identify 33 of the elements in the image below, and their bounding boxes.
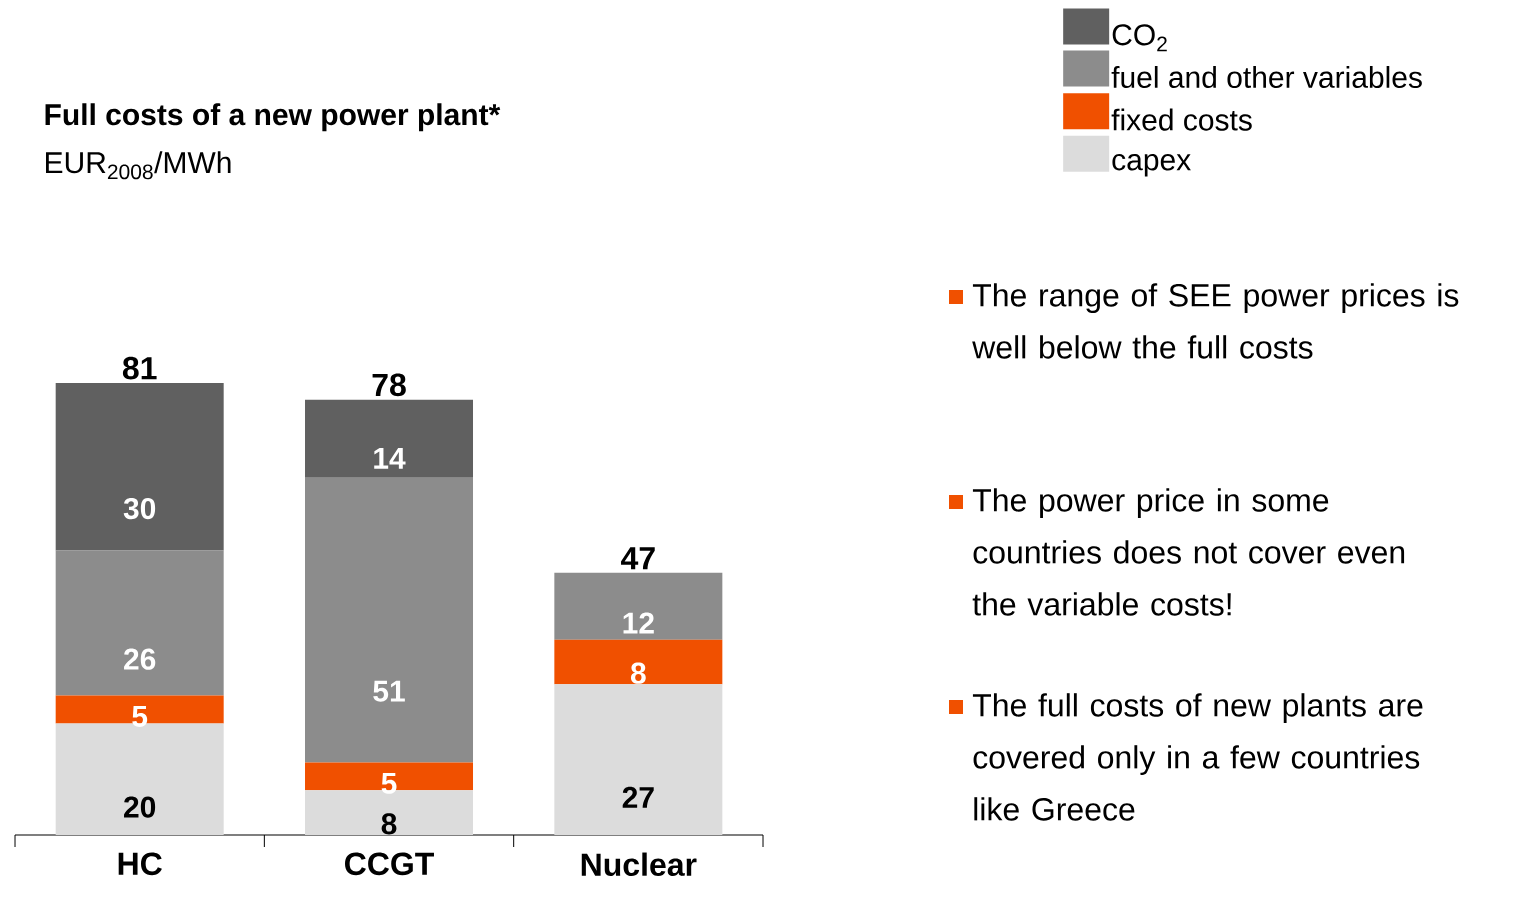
chart-subtitle: EUR$_{2008}$/MWh [46, 151, 231, 180]
data-label: 51 [373, 680, 405, 702]
x-tick-label: Nuclear [581, 852, 697, 877]
data-label: 14 [374, 448, 406, 469]
total-label: 81 [122, 356, 157, 380]
data-label: 26 [124, 648, 156, 670]
legend-label: fuel and other variables [1111, 66, 1422, 89]
legend-label: fixed costs [1111, 108, 1252, 131]
data-label: 8 [630, 662, 646, 684]
data-label: 20 [124, 796, 156, 818]
data-label: 5 [132, 705, 148, 727]
bar [554, 639, 723, 685]
bar [55, 550, 224, 696]
text: The power price in some countries does not cover even the variable costs! [972, 488, 1405, 616]
data-label: 30 [123, 497, 156, 520]
legend-label: capex [1112, 154, 1191, 177]
legend-label: CO$_{2}$ [1112, 24, 1167, 52]
bar [305, 477, 474, 763]
bar [305, 399, 474, 478]
bar [55, 382, 224, 551]
data-label: 27 [622, 786, 654, 808]
data-label: 12 [623, 612, 654, 634]
bar [554, 684, 723, 835]
chart-title: Full costs of a new power plant* [45, 103, 501, 132]
x-tick-label: CCGT [345, 852, 434, 876]
data-label: 5 [381, 772, 397, 794]
x-tick-label: HC [118, 852, 162, 876]
text: The full costs of new plants are covered only in a few countries like Greece [972, 693, 1423, 821]
bar [554, 572, 723, 640]
data-label: 8 [381, 813, 397, 835]
text: The range of SEE power prices is well below the full costs [972, 283, 1459, 359]
total-label: 47 [621, 547, 655, 570]
total-label: 78 [372, 373, 406, 397]
